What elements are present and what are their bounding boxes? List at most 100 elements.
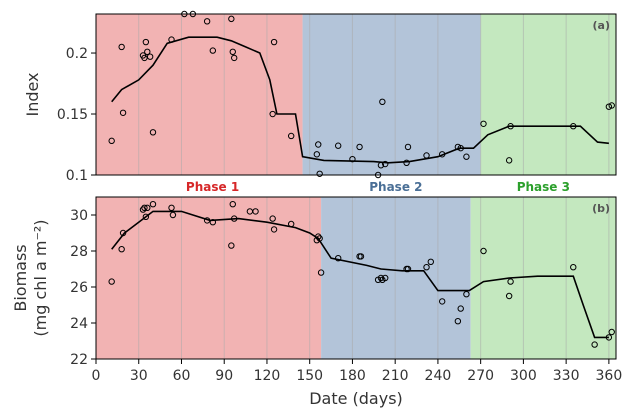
data-point-b-10 bbox=[203, 217, 211, 224]
x-tick-label-8: 240 bbox=[425, 368, 452, 384]
data-point-b-45 bbox=[608, 328, 615, 336]
y-tick-label-b-2: 26 bbox=[70, 280, 88, 296]
phase-band-1-b bbox=[96, 197, 322, 359]
data-point-a-12 bbox=[203, 18, 211, 25]
data-point-a-32 bbox=[423, 152, 430, 159]
data-point-a-18 bbox=[270, 38, 278, 46]
data-point-a-16 bbox=[230, 54, 238, 62]
y-tick-label-b-3: 28 bbox=[70, 244, 88, 260]
x-tick-label-12: 360 bbox=[596, 368, 623, 384]
data-point-a-39 bbox=[507, 123, 514, 130]
data-point-b-36 bbox=[454, 318, 462, 325]
data-point-a-8 bbox=[149, 129, 157, 136]
data-point-a-23 bbox=[334, 142, 342, 149]
data-point-a-35 bbox=[457, 144, 464, 152]
panel-tag-b: (b) bbox=[592, 202, 610, 215]
data-point-a-24 bbox=[349, 155, 356, 163]
data-point-b-17 bbox=[269, 215, 276, 222]
data-point-a-1 bbox=[118, 43, 125, 51]
data-point-a-14 bbox=[228, 15, 235, 23]
data-point-a-0 bbox=[108, 137, 115, 145]
y-tick-label-a-0: 0.1 bbox=[66, 168, 88, 184]
data-point-a-31 bbox=[404, 143, 412, 151]
data-point-b-4 bbox=[141, 204, 148, 212]
panel-a-index: 0.1 0.15 0.2 (a) Index bbox=[23, 10, 617, 184]
x-tick-label-6: 180 bbox=[339, 368, 366, 384]
phase-band-1-a bbox=[96, 14, 303, 175]
data-point-b-7 bbox=[149, 201, 157, 208]
data-point-a-28 bbox=[379, 98, 386, 106]
x-tick-label-7: 210 bbox=[382, 368, 409, 384]
data-point-b-44 bbox=[605, 334, 613, 341]
data-point-a-36 bbox=[463, 153, 470, 160]
x-tick-label-4: 120 bbox=[254, 368, 281, 384]
data-point-b-28 bbox=[377, 274, 385, 282]
data-point-b-23 bbox=[317, 269, 325, 276]
data-point-b-24 bbox=[334, 255, 342, 262]
data-point-a-15 bbox=[229, 48, 236, 56]
data-point-b-8 bbox=[168, 204, 175, 212]
phase-labels: Phase 1 Phase 2 Phase 3 bbox=[186, 180, 570, 194]
frame-a bbox=[95, 13, 617, 176]
data-point-b-9 bbox=[169, 211, 177, 219]
data-point-a-42 bbox=[608, 102, 615, 109]
data-point-a-7 bbox=[146, 53, 154, 60]
phase-bands-b bbox=[96, 197, 616, 359]
data-point-b-34 bbox=[427, 258, 434, 265]
data-point-a-22 bbox=[316, 170, 323, 177]
data-point-b-22 bbox=[316, 235, 323, 242]
data-point-b-43 bbox=[591, 341, 598, 348]
x-tick-label-9: 270 bbox=[467, 368, 494, 384]
phase-band-3-b bbox=[470, 197, 616, 359]
data-point-b-38 bbox=[463, 291, 470, 298]
data-point-b-41 bbox=[507, 278, 514, 285]
data-point-b-18 bbox=[270, 226, 278, 233]
x-tick-label-2: 60 bbox=[173, 368, 191, 384]
x-tick-label-3: 90 bbox=[215, 368, 233, 384]
x-tick-label-10: 300 bbox=[510, 368, 537, 384]
data-point-a-37 bbox=[480, 120, 487, 127]
data-point-b-5 bbox=[142, 213, 150, 221]
gridlines-a bbox=[138, 14, 610, 175]
frame-b bbox=[95, 196, 617, 360]
phase-3-label: Phase 3 bbox=[517, 180, 570, 194]
data-point-b-14 bbox=[230, 215, 238, 222]
data-point-b-42 bbox=[570, 264, 577, 271]
data-point-a-17 bbox=[269, 110, 276, 118]
data-point-a-38 bbox=[505, 157, 513, 164]
x-tick-label-11: 330 bbox=[553, 368, 580, 384]
data-point-b-37 bbox=[457, 305, 464, 312]
data-point-b-21 bbox=[315, 233, 322, 240]
data-point-a-40 bbox=[570, 123, 577, 130]
x-tick-label-5: 150 bbox=[296, 368, 323, 384]
data-point-b-11 bbox=[209, 219, 217, 226]
data-point-a-20 bbox=[313, 151, 321, 158]
phase-band-2-a bbox=[302, 14, 481, 175]
fit-line-b bbox=[111, 210, 609, 339]
y-ticks-b: 22 24 26 28 30 bbox=[70, 208, 96, 368]
data-point-b-19 bbox=[287, 220, 295, 228]
y-axis-units-b: (mg chl a m⁻²) bbox=[31, 219, 50, 336]
data-point-b-39 bbox=[480, 247, 487, 255]
phase-1-label: Phase 1 bbox=[186, 180, 239, 194]
data-point-a-9 bbox=[168, 36, 175, 43]
y-tick-label-b-0: 22 bbox=[70, 352, 88, 368]
phase-band-3-a bbox=[480, 14, 616, 175]
gridlines-b bbox=[138, 197, 610, 359]
y-tick-label-b-1: 24 bbox=[70, 316, 88, 332]
y-ticks-a: 0.1 0.15 0.2 bbox=[57, 46, 96, 184]
data-point-a-6 bbox=[144, 48, 151, 56]
data-point-b-40 bbox=[505, 292, 513, 300]
data-point-a-27 bbox=[377, 162, 385, 169]
data-point-b-6 bbox=[144, 204, 151, 212]
data-point-a-4 bbox=[141, 54, 148, 62]
panel-b-biomass: 22 24 26 28 30 0 30 60 90 120 150 180 210 240 270 300 3… bbox=[11, 196, 623, 408]
data-point-a-41 bbox=[605, 103, 613, 110]
y-axis-label-b: Biomass bbox=[11, 244, 30, 311]
x-ticks-b: 0 30 60 90 120 150 180 210 240 270 300 330 360 bbox=[92, 359, 623, 384]
data-point-b-26 bbox=[357, 253, 365, 260]
data-point-a-19 bbox=[287, 132, 295, 140]
data-point-b-35 bbox=[438, 298, 446, 305]
x-tick-label-1: 30 bbox=[130, 368, 148, 384]
